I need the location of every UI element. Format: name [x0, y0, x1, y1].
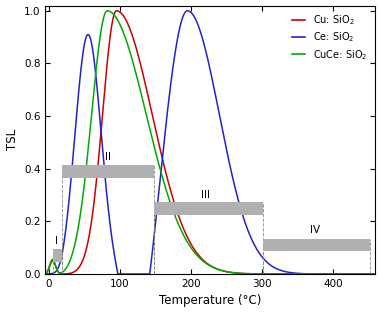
- X-axis label: Temperature (°C): Temperature (°C): [159, 295, 262, 307]
- Cu: SiO$_2$: (48, 0.0554): SiO$_2$: (48, 0.0554): [81, 258, 85, 261]
- CuCe: SiO$_2$: (173, 0.251): SiO$_2$: (173, 0.251): [170, 206, 174, 210]
- Line: Ce: SiO$_2$: Ce: SiO$_2$: [45, 11, 375, 274]
- Text: IV: IV: [310, 225, 320, 235]
- Line: Cu: SiO$_2$: Cu: SiO$_2$: [45, 11, 375, 274]
- CuCe: SiO$_2$: (451, 1.68e-10): SiO$_2$: (451, 1.68e-10): [367, 272, 371, 276]
- CuCe: SiO$_2$: (48, 0.302): SiO$_2$: (48, 0.302): [81, 192, 85, 196]
- CuCe: SiO$_2$: (194, 0.128): SiO$_2$: (194, 0.128): [184, 239, 189, 242]
- Ce: SiO$_2$: (97.2, 0): SiO$_2$: (97.2, 0): [116, 272, 120, 276]
- CuCe: SiO$_2$: (75.6, 0.959): SiO$_2$: (75.6, 0.959): [101, 20, 105, 23]
- Ce: SiO$_2$: (-5, 6.33e-05): SiO$_2$: (-5, 6.33e-05): [43, 272, 48, 276]
- Text: III: III: [201, 190, 210, 200]
- CuCe: SiO$_2$: (401, 5e-08): SiO$_2$: (401, 5e-08): [331, 272, 336, 276]
- Y-axis label: TSL: TSL: [6, 129, 19, 150]
- Cu: SiO$_2$: (-5, 0.00242): SiO$_2$: (-5, 0.00242): [43, 271, 48, 275]
- Ce: SiO$_2$: (195, 1): SiO$_2$: (195, 1): [185, 9, 190, 13]
- Ce: SiO$_2$: (48, 0.843): SiO$_2$: (48, 0.843): [81, 50, 85, 54]
- Ce: SiO$_2$: (401, 2.79e-05): SiO$_2$: (401, 2.79e-05): [331, 272, 336, 276]
- Ce: SiO$_2$: (460, 2.95e-08): SiO$_2$: (460, 2.95e-08): [373, 272, 378, 276]
- Legend: Cu: SiO$_2$, Ce: SiO$_2$, CuCe: SiO$_2$: Cu: SiO$_2$, Ce: SiO$_2$, CuCe: SiO$_2$: [289, 10, 371, 64]
- Text: I: I: [55, 236, 58, 246]
- Ce: SiO$_2$: (194, 0.999): SiO$_2$: (194, 0.999): [184, 9, 189, 13]
- Cu: SiO$_2$: (401, 9.99e-09): SiO$_2$: (401, 9.99e-09): [331, 272, 336, 276]
- Cu: SiO$_2$: (460, 4.08e-12): SiO$_2$: (460, 4.08e-12): [373, 272, 378, 276]
- Cu: SiO$_2$: (194, 0.147): SiO$_2$: (194, 0.147): [184, 233, 189, 237]
- Cu: SiO$_2$: (173, 0.298): SiO$_2$: (173, 0.298): [170, 194, 174, 198]
- Cu: SiO$_2$: (95, 1): SiO$_2$: (95, 1): [114, 9, 119, 13]
- Ce: SiO$_2$: (451, 9.2e-08): SiO$_2$: (451, 9.2e-08): [367, 272, 371, 276]
- CuCe: SiO$_2$: (460, 5.54e-11): SiO$_2$: (460, 5.54e-11): [373, 272, 378, 276]
- CuCe: SiO$_2$: (-5, 0.0022): SiO$_2$: (-5, 0.0022): [43, 272, 48, 275]
- Ce: SiO$_2$: (173, 0.762): SiO$_2$: (173, 0.762): [170, 72, 174, 75]
- Ce: SiO$_2$: (75.6, 0.468): SiO$_2$: (75.6, 0.468): [101, 149, 105, 153]
- Cu: SiO$_2$: (451, 1.46e-11): SiO$_2$: (451, 1.46e-11): [367, 272, 371, 276]
- Line: CuCe: SiO$_2$: CuCe: SiO$_2$: [45, 11, 375, 274]
- Cu: SiO$_2$: (75.6, 0.613): SiO$_2$: (75.6, 0.613): [101, 111, 105, 115]
- Text: II: II: [105, 152, 111, 162]
- CuCe: SiO$_2$: (82, 1): SiO$_2$: (82, 1): [105, 9, 109, 13]
